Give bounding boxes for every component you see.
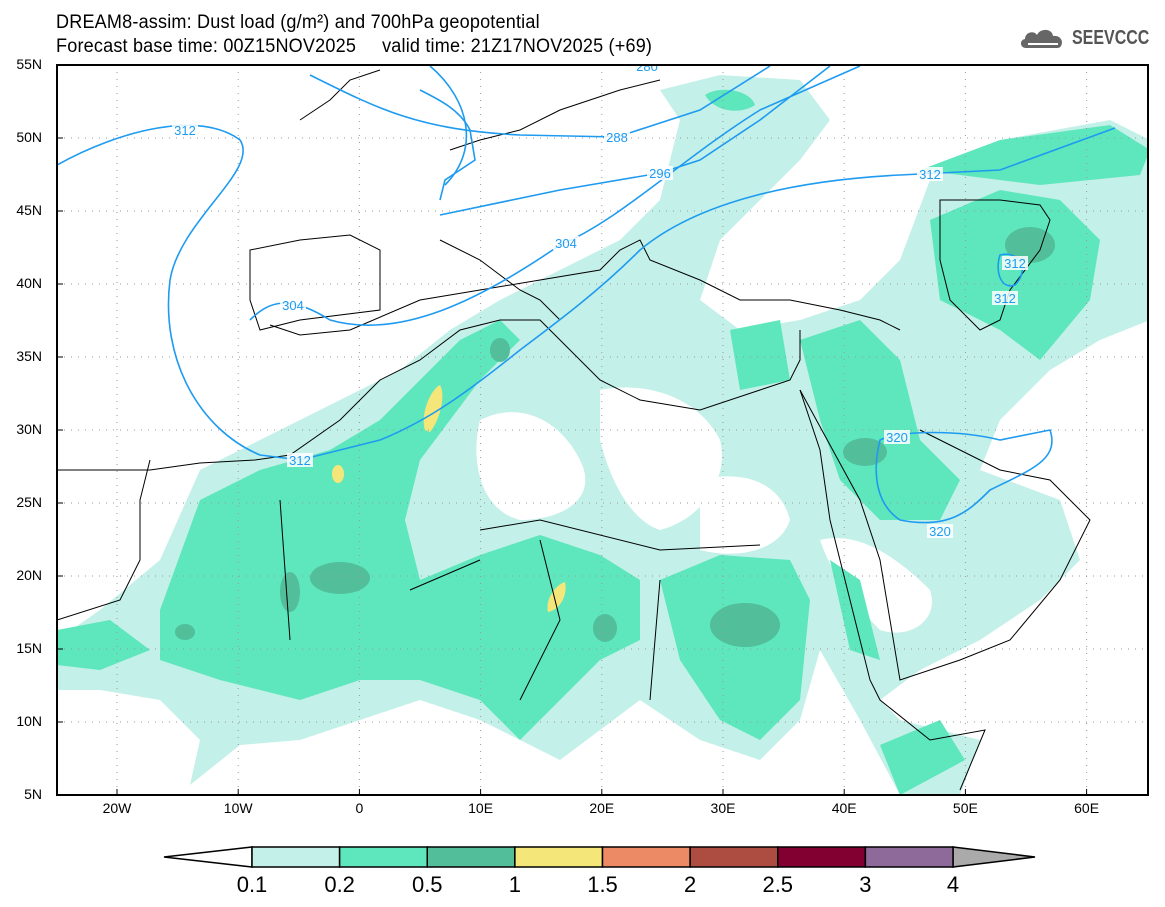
longitude-label: 0 [355, 800, 364, 816]
colorbar-level-label: 0.1 [236, 872, 268, 897]
coastlines-borders [57, 69, 1091, 791]
colorbar-under-arrow [163, 846, 253, 868]
latitude-label: 25N [16, 494, 42, 510]
axis-ticks [57, 137, 1088, 795]
longitude-label: 10W [223, 800, 253, 816]
dust-very-high-areas [332, 385, 566, 612]
longitude-label: 50E [952, 800, 978, 816]
colorbar-level-label: 2 [684, 872, 697, 897]
colorbar-level-label: 0.2 [324, 872, 355, 897]
colorbar-segment [338, 846, 428, 868]
latitude-label: 50N [16, 129, 42, 145]
latitude-label: 40N [16, 275, 42, 291]
latitude-label: 15N [16, 640, 42, 656]
colorbar-level-label: 1.5 [587, 872, 618, 897]
latitude-label: 35N [16, 348, 42, 364]
longitude-label: 10E [468, 800, 494, 816]
cloud-icon [1020, 29, 1063, 48]
latitude-label: 5N [24, 786, 42, 802]
latitude-label: 45N [16, 202, 42, 218]
latitude-label: 10N [16, 713, 42, 729]
map-subtitle-times: Forecast base time: 00Z15NOV2025 valid t… [56, 36, 653, 57]
longitude-label: 20W [102, 800, 132, 816]
colorbar-segment [426, 846, 516, 868]
longitude-label: 40E [831, 800, 857, 816]
longitude-label: 30E [710, 800, 736, 816]
map-title: DREAM8-assim: Dust load (g/m²) and 700hP… [56, 12, 540, 33]
latitude-label: 30N [16, 421, 42, 437]
colorbar-over-arrow [952, 846, 1036, 868]
colorbar-level-label: 4 [946, 872, 960, 897]
colorbar-level-label: 0.5 [411, 872, 443, 897]
colorbar-level-label: 2.5 [762, 872, 794, 897]
colorbar-segment [689, 846, 779, 868]
colorbar [163, 846, 1036, 868]
colorbar-segment [864, 846, 954, 868]
latitude-label: 55N [16, 56, 42, 72]
grid-lines [57, 65, 1148, 795]
colorbar-segment [601, 846, 691, 868]
latitude-label: 20N [16, 567, 42, 583]
longitude-label: 60E [1074, 800, 1100, 816]
seevccc-logo: SEEVCCC [1018, 26, 1165, 50]
colorbar-segment [251, 846, 341, 868]
dust-medium-areas [57, 89, 1148, 795]
colorbar-level-label: 3 [859, 872, 872, 897]
longitude-label: 20E [589, 800, 615, 816]
logo-text: SEEVCCC [1072, 26, 1150, 49]
colorbar-level-label: 1 [508, 872, 521, 897]
colorbar-segment [514, 846, 604, 868]
colorbar-segment [777, 846, 867, 868]
